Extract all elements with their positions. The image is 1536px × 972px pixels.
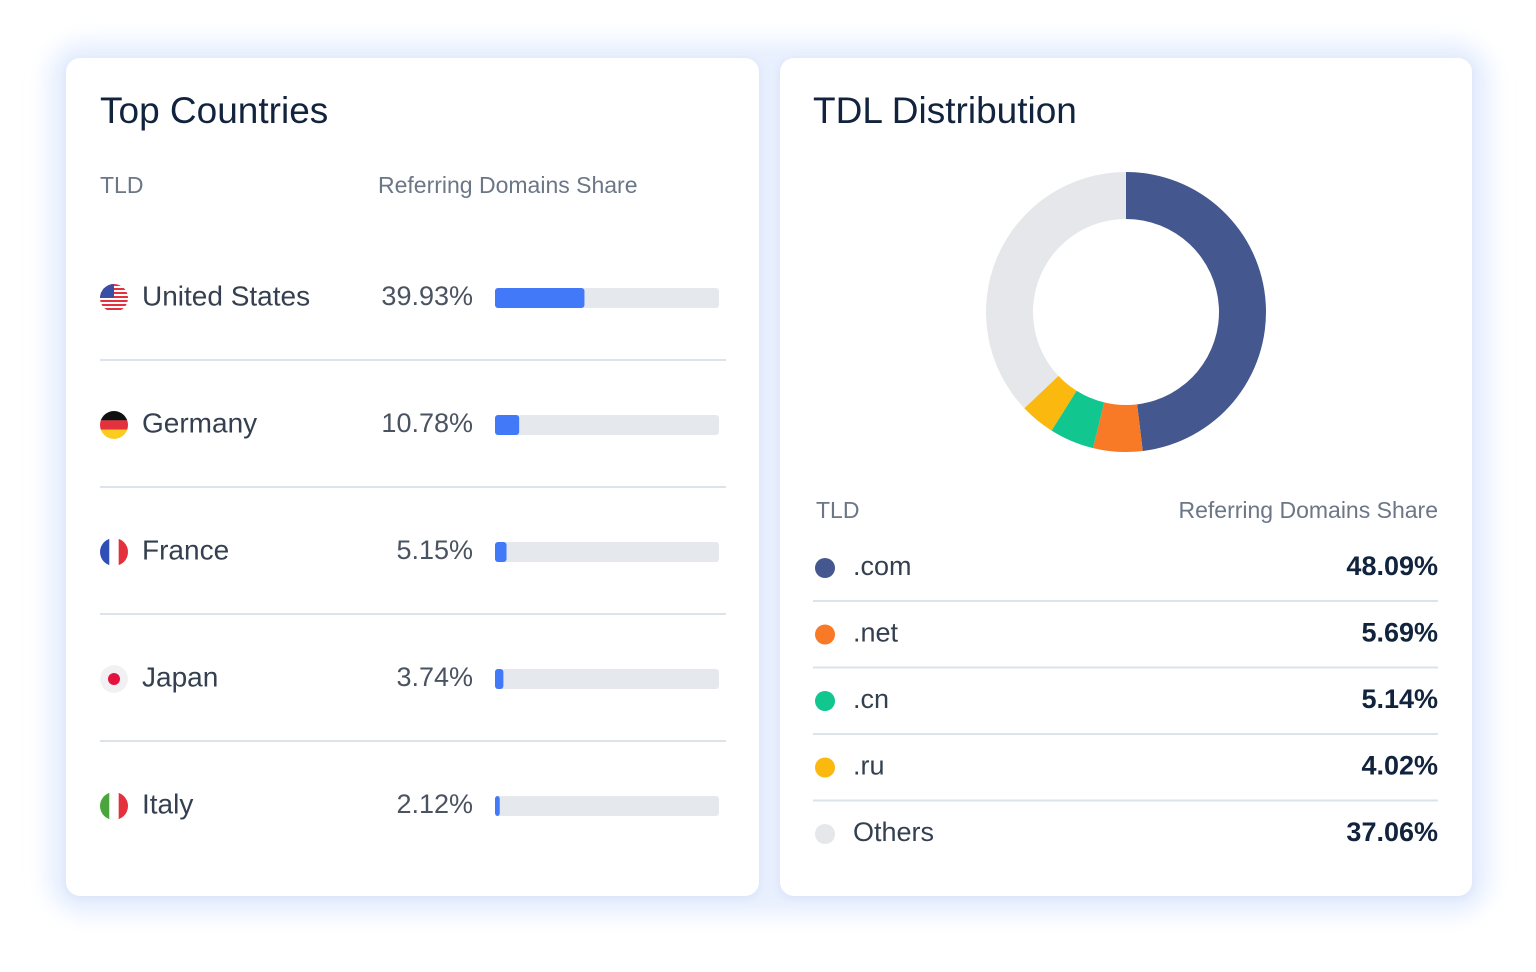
flag-stripe <box>100 792 110 820</box>
value-label: 37.06% <box>1346 817 1438 847</box>
bar <box>495 542 507 562</box>
value-label: 5.69% <box>1361 618 1438 648</box>
column-header: TLD <box>100 172 143 198</box>
legend-dot <box>815 624 835 645</box>
bar-track <box>495 542 719 562</box>
flag-stripe <box>118 792 128 820</box>
card-title: TDL Distribution <box>813 90 1077 131</box>
bar <box>495 669 504 689</box>
flag-stripe <box>118 538 128 566</box>
value-label: 48.09% <box>1346 551 1438 581</box>
flag-stripe <box>100 411 128 421</box>
flag-stripe <box>100 308 128 310</box>
flag <box>100 538 128 566</box>
bar-track <box>495 669 719 689</box>
value-label: 2.12% <box>396 789 473 819</box>
flag <box>100 665 128 693</box>
value-label: 5.14% <box>1361 684 1438 714</box>
legend-dot <box>815 824 835 844</box>
flag-sun <box>108 673 120 685</box>
flag-stripe <box>100 420 128 430</box>
donut-slice <box>1024 375 1077 431</box>
legend-label: .net <box>853 618 899 648</box>
value-label: 39.93% <box>381 281 473 311</box>
legend-dot <box>815 558 835 578</box>
country-name: France <box>142 534 229 565</box>
legend-label: .ru <box>853 751 885 781</box>
legend-dot <box>815 691 835 711</box>
flag-stripe <box>109 538 119 566</box>
flag-stripe <box>109 792 119 820</box>
bar <box>495 796 500 816</box>
donut-slice <box>1093 402 1143 452</box>
country-name: Italy <box>142 788 193 819</box>
value-label: 10.78% <box>381 408 473 438</box>
donut-slice <box>1126 172 1267 451</box>
card-title: Top Countries <box>100 90 328 131</box>
value-label: 4.02% <box>1361 751 1438 781</box>
flag <box>100 411 128 439</box>
column-header: TLD <box>816 497 859 523</box>
bar-track <box>495 415 719 435</box>
donut-slice <box>1051 390 1105 449</box>
flag-stripe <box>100 538 110 566</box>
donut-slice <box>985 172 1126 409</box>
legend-label: Others <box>853 817 934 847</box>
value-label: 3.74% <box>396 662 473 692</box>
column-header: Referring Domains Share <box>1178 497 1438 523</box>
country-name: Germany <box>142 407 257 438</box>
flag-stripe <box>100 300 128 302</box>
country-name: Japan <box>142 661 218 692</box>
flag-stripe <box>100 429 128 439</box>
value-label: 5.15% <box>396 535 473 565</box>
legend-dot <box>815 757 835 778</box>
bar <box>495 288 585 308</box>
column-header: Referring Domains Share <box>378 172 638 198</box>
legend-label: .com <box>853 551 912 581</box>
country-name: United States <box>142 280 310 311</box>
bar <box>495 415 520 435</box>
flag-stripe <box>100 304 128 306</box>
flag <box>100 792 128 820</box>
card <box>780 58 1472 896</box>
bar-track <box>495 796 719 816</box>
legend-label: .cn <box>853 684 889 714</box>
